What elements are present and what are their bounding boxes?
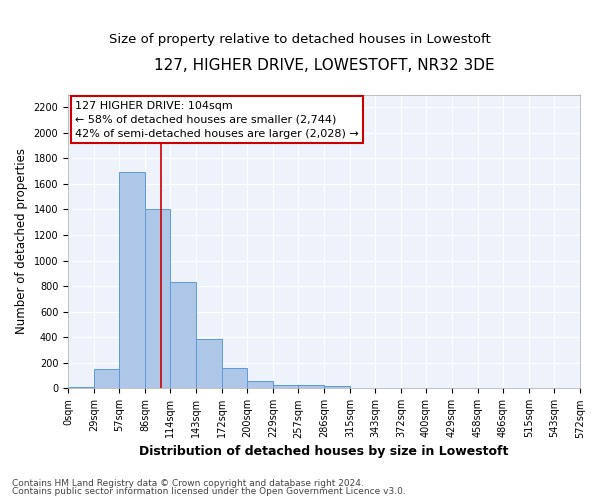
Bar [324,386,350,388]
Bar [247,380,273,388]
Bar [145,210,170,388]
Text: Size of property relative to detached houses in Lowestoft: Size of property relative to detached ho… [109,32,491,46]
Title: 127, HIGHER DRIVE, LOWESTOFT, NR32 3DE: 127, HIGHER DRIVE, LOWESTOFT, NR32 3DE [154,58,494,72]
Bar [119,172,145,388]
X-axis label: Distribution of detached houses by size in Lowestoft: Distribution of detached houses by size … [139,444,509,458]
Bar [222,368,247,388]
Bar [273,384,298,388]
Bar [94,369,119,388]
Text: Contains HM Land Registry data © Crown copyright and database right 2024.: Contains HM Land Registry data © Crown c… [12,478,364,488]
Bar [170,282,196,389]
Y-axis label: Number of detached properties: Number of detached properties [15,148,28,334]
Bar [196,338,222,388]
Text: 127 HIGHER DRIVE: 104sqm
← 58% of detached houses are smaller (2,744)
42% of sem: 127 HIGHER DRIVE: 104sqm ← 58% of detach… [75,101,359,139]
Bar [298,385,324,388]
Text: Contains public sector information licensed under the Open Government Licence v3: Contains public sector information licen… [12,487,406,496]
Bar [68,387,94,388]
